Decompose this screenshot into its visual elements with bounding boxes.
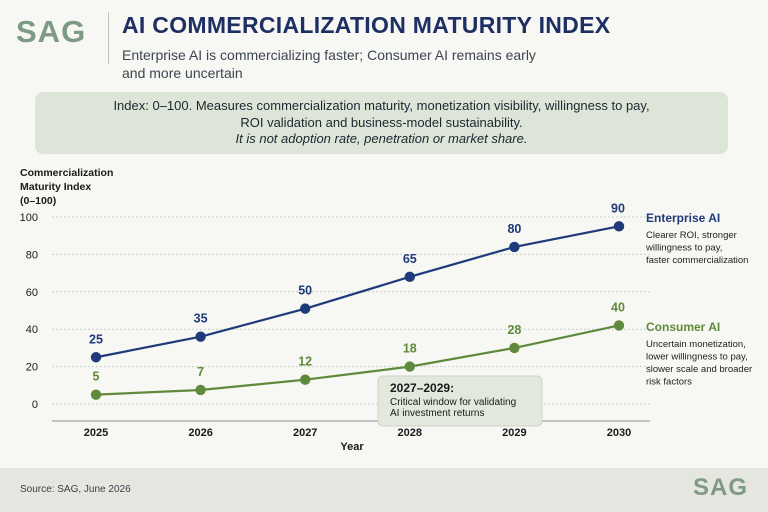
series-name: Enterprise AI (646, 211, 720, 225)
index-definition-box: Index: 0–100. Measures commercialization… (35, 92, 728, 154)
data-label: 5 (93, 370, 100, 384)
data-point (195, 384, 206, 396)
data-point (509, 241, 520, 253)
definition-line-1: Index: 0–100. Measures commercialization… (113, 98, 650, 113)
series-name: Consumer AI (646, 320, 720, 334)
data-label: 28 (507, 323, 521, 337)
data-label: 25 (89, 332, 103, 346)
callout-box (377, 375, 543, 427)
series-description: Uncertain monetization, (646, 339, 746, 350)
y-axis-label: Maturity Index (20, 181, 91, 193)
data-point (613, 320, 625, 331)
data-point (195, 331, 206, 342)
series-description: faster commercialization (646, 255, 748, 266)
series-description: lower willingness to pay, (646, 352, 748, 363)
series-description: slower scale and broader (646, 364, 752, 375)
data-label: 7 (197, 365, 204, 379)
footer-bar: Source: SAG, June 2026 SAG (0, 468, 768, 512)
data-point (404, 361, 415, 372)
x-tick-label: 2030 (607, 427, 631, 439)
data-label: 80 (507, 222, 521, 236)
data-point (90, 389, 102, 400)
y-tick-label: 20 (26, 362, 38, 374)
header-divider (108, 12, 109, 64)
x-tick-label: 2029 (502, 427, 526, 439)
x-axis-label: Year (340, 441, 364, 453)
data-point (613, 221, 625, 232)
data-point (509, 342, 520, 354)
data-point (300, 303, 311, 314)
page-subtitle: Enterprise AI is commercializing faster;… (122, 47, 536, 81)
data-label: 35 (194, 312, 208, 326)
y-axis-label: (0–100) (20, 195, 56, 207)
y-tick-label: 80 (26, 249, 38, 261)
y-tick-label: 40 (26, 324, 38, 336)
series-line-0 (95, 225, 620, 359)
callout-text: Critical window for validating (390, 397, 516, 408)
series-line-1 (95, 324, 620, 396)
series-description: willingness to pay, (645, 243, 722, 254)
series-description: Clearer ROI, stronger (646, 230, 737, 241)
y-tick-label: 60 (26, 287, 38, 299)
logo: SAG (16, 14, 87, 49)
x-tick-label: 2027 (293, 427, 317, 439)
y-tick-label: 0 (32, 399, 38, 411)
data-label: 40 (611, 300, 625, 314)
data-point (300, 374, 311, 385)
maturity-line-chart: Commercialization Maturity Index (0–100) 0 2… (20, 167, 753, 453)
y-axis-label: Commercialization (20, 167, 113, 179)
data-label: 50 (298, 284, 312, 298)
definition-line-3: It is not adoption rate, penetration or … (235, 131, 528, 146)
x-tick-label: 2026 (188, 427, 212, 439)
data-point (404, 271, 415, 283)
callout-title: 2027–2029: (390, 381, 454, 395)
callout-text: AI investment returns (390, 408, 484, 419)
data-point (90, 352, 102, 363)
x-tick-label: 2025 (84, 427, 108, 439)
definition-line-2: ROI validation and business-model sustai… (240, 114, 523, 130)
footer-logo: SAG (692, 474, 748, 501)
page-title: AI COMMERCIALIZATION MATURITY INDEX (122, 12, 611, 38)
series-description: risk factors (646, 377, 692, 388)
data-label: 12 (298, 355, 312, 369)
data-label: 65 (403, 252, 417, 266)
data-label: 18 (403, 342, 417, 356)
y-tick-label: 100 (20, 212, 38, 224)
x-tick-label: 2028 (398, 427, 422, 439)
source-note: Source: SAG, June 2026 (20, 484, 131, 495)
data-label: 90 (611, 201, 625, 215)
